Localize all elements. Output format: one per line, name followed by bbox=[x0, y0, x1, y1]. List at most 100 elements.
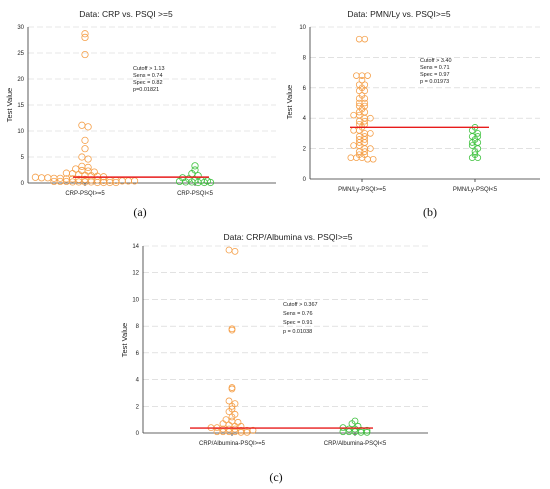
plot-area-a: 0 5 10 15 20 25 30 CRP-PSQI>=5 CRP-PSQI<5 bbox=[17, 25, 276, 197]
data-point-a bbox=[84, 163, 92, 171]
y-tick-label-b: 4 bbox=[303, 116, 307, 122]
chart-title-c: Data: CRP/Albumina vs. PSQI>=5 bbox=[224, 232, 353, 242]
data-point-a bbox=[81, 33, 89, 42]
data-point-b bbox=[369, 155, 377, 163]
data-point-b bbox=[355, 35, 363, 43]
data-point-c bbox=[363, 426, 371, 434]
data-point-b bbox=[471, 148, 479, 155]
panel-label-a: (a) bbox=[133, 205, 146, 219]
y-tick-label-a: 15 bbox=[17, 103, 24, 109]
y-tick-label-c: 8 bbox=[136, 324, 140, 330]
y-tick-label-a: 10 bbox=[17, 129, 24, 135]
data-point-a bbox=[112, 178, 120, 187]
y-axis-label-c: Test Value bbox=[120, 323, 129, 357]
data-point-c bbox=[243, 428, 251, 436]
x-tick-label-a: CRP-PSQI<5 bbox=[177, 191, 214, 197]
x-tick-label-b: PMN/Ly-PSQI>=5 bbox=[338, 187, 386, 193]
data-point-c bbox=[228, 402, 236, 410]
data-point-a bbox=[84, 123, 92, 131]
data-point-a bbox=[44, 174, 52, 182]
data-point-a bbox=[84, 167, 92, 175]
data-point-b bbox=[361, 136, 369, 143]
data-point-c bbox=[228, 326, 236, 334]
data-point-a bbox=[81, 145, 89, 153]
data-point-c bbox=[228, 384, 236, 391]
data-point-c bbox=[228, 413, 236, 421]
stats-line-a-3: Spec = 0.82 bbox=[133, 80, 163, 86]
data-point-a bbox=[81, 30, 89, 38]
chart-title-b: Data: PMN/Ly vs. PSQI>=5 bbox=[347, 9, 450, 19]
data-point-c bbox=[363, 428, 371, 436]
data-point-b bbox=[474, 154, 482, 162]
stats-line-a-1: Cutoff > 1.13 bbox=[133, 66, 165, 72]
data-point-c bbox=[228, 385, 236, 393]
stats-line-a-4: p=0.01821 bbox=[133, 87, 159, 93]
y-tick-label-c: 2 bbox=[136, 404, 140, 410]
data-point-b bbox=[468, 142, 476, 149]
chart-panel-c: Data: CRP/Albumina vs. PSQI>=5 Test Valu… bbox=[120, 232, 428, 484]
y-tick-label-b: 10 bbox=[299, 25, 306, 31]
data-point-c bbox=[225, 397, 233, 405]
data-point-a bbox=[78, 166, 86, 175]
data-point-b bbox=[367, 114, 374, 122]
y-axis-label-b: Test Value bbox=[285, 85, 294, 119]
stats-line-b-1: Cutoff > 3.40 bbox=[420, 58, 452, 64]
data-point-c bbox=[234, 418, 242, 426]
y-tick-label-a: 5 bbox=[21, 155, 25, 161]
y-tick-label-b: 6 bbox=[303, 86, 307, 92]
data-point-b bbox=[367, 145, 374, 152]
stats-line-a-2: Sens = 0.74 bbox=[133, 73, 163, 79]
chart-panel-b: Data: PMN/Ly vs. PSQI>=5 Test Value 0 2 4 6… bbox=[285, 9, 540, 219]
stats-line-b-2: Sens = 0.71 bbox=[420, 65, 450, 71]
x-tick-label-b: PMN/Ly-PSQI<5 bbox=[453, 187, 498, 193]
x-tick-label-a: CRP-PSQI>=5 bbox=[65, 191, 105, 197]
y-tick-label-c: 4 bbox=[136, 378, 140, 384]
data-point-c bbox=[225, 408, 233, 416]
y-tick-label-a: 0 bbox=[21, 181, 25, 187]
y-tick-label-b: 2 bbox=[303, 147, 307, 153]
y-tick-label-a: 30 bbox=[17, 25, 24, 31]
data-point-c bbox=[225, 246, 233, 254]
stats-line-b-4: p = 0.01973 bbox=[420, 79, 449, 85]
chart-panel-a: Data: CRP vs. PSQI >=5 Test Value 0 5 10 15… bbox=[5, 9, 276, 219]
data-point-a bbox=[81, 136, 89, 144]
data-point-b bbox=[361, 35, 369, 43]
data-point-a bbox=[84, 155, 92, 163]
data-point-b bbox=[361, 95, 369, 102]
data-point-b bbox=[364, 155, 371, 163]
data-point-a bbox=[194, 172, 202, 180]
data-point-c bbox=[231, 247, 239, 255]
data-point-c bbox=[348, 420, 356, 428]
data-point-a bbox=[81, 50, 89, 59]
x-tick-label-c: CRP/Albumina-PSQI<5 bbox=[324, 441, 387, 447]
data-point-c bbox=[339, 428, 347, 436]
panel-label-b: (b) bbox=[423, 205, 437, 219]
data-point-a bbox=[37, 174, 46, 182]
y-axis-label-a: Test Value bbox=[5, 88, 14, 122]
x-tick-label-c: CRP/Albumina-PSQI>=5 bbox=[199, 441, 266, 447]
data-point-a bbox=[78, 153, 86, 161]
data-point-b bbox=[361, 99, 369, 107]
data-point-b bbox=[474, 130, 482, 137]
y-tick-label-b: 0 bbox=[303, 177, 307, 183]
y-tick-label-a: 20 bbox=[17, 77, 24, 83]
panel-label-c: (c) bbox=[269, 470, 282, 484]
plot-area-b: 0 2 4 6 8 10 PMN/Ly-PSQI>=5 PMN/Ly-PSQI<5 bbox=[299, 25, 540, 193]
y-tick-label-c: 6 bbox=[136, 351, 140, 357]
data-point-c bbox=[249, 426, 257, 434]
stats-line-c-2: Sens = 0.76 bbox=[283, 311, 313, 317]
y-tick-label-c: 0 bbox=[136, 431, 140, 437]
y-tick-label-c: 14 bbox=[132, 244, 139, 250]
stats-line-c-1: Cutoff > 0.367 bbox=[283, 302, 318, 308]
data-point-b bbox=[361, 117, 369, 125]
y-tick-label-b: 8 bbox=[303, 55, 307, 61]
stats-line-c-4: p = 0.01038 bbox=[283, 329, 312, 335]
stats-line-c-3: Spec = 0.91 bbox=[283, 320, 313, 326]
data-point-b bbox=[350, 127, 357, 134]
data-point-b bbox=[361, 148, 369, 155]
data-point-a bbox=[93, 172, 102, 180]
y-tick-label-c: 12 bbox=[132, 271, 139, 277]
data-point-b bbox=[353, 72, 360, 79]
data-point-c bbox=[213, 428, 221, 436]
